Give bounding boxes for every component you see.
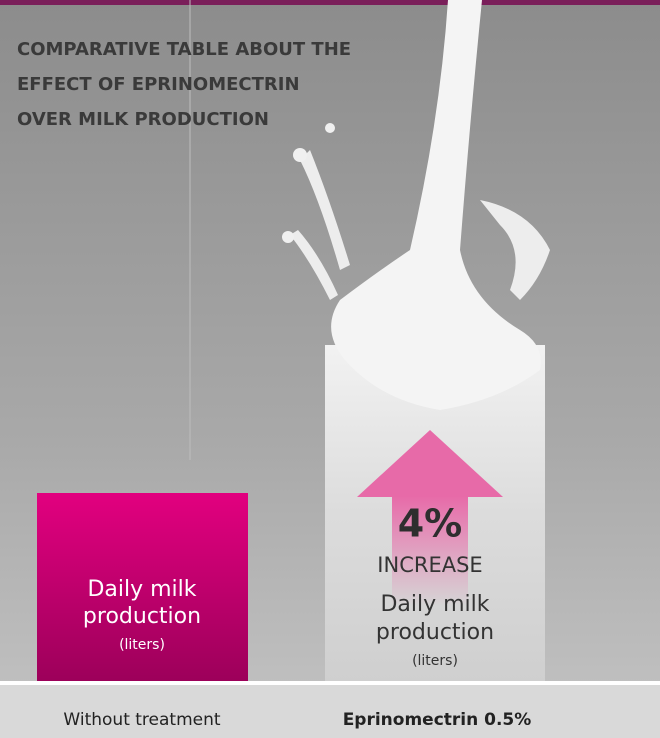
increase-label: INCREASE — [377, 553, 482, 577]
bar-unit: (liters) — [119, 637, 165, 653]
arrow-shaft — [392, 496, 468, 606]
milk-drop — [325, 123, 335, 133]
milk-droplets — [290, 150, 550, 300]
title-line: EFFECT OF EPRINOMECTRIN — [17, 74, 300, 95]
bar-label: production — [376, 620, 494, 645]
footer-band — [0, 685, 660, 738]
category-label: Eprinomectrin 0.5% — [343, 710, 532, 730]
bar-label: Daily milk — [380, 592, 489, 617]
bar-without-treatment — [37, 493, 248, 682]
milk-splash — [331, 0, 541, 410]
title-line: OVER MILK PRODUCTION — [17, 109, 269, 130]
bar-unit: (liters) — [412, 653, 458, 669]
bar-label: Daily milk — [87, 577, 196, 602]
bar-label: production — [83, 604, 201, 629]
milk-drop — [282, 231, 294, 243]
top-stripe — [0, 0, 660, 5]
milk-drop — [293, 148, 307, 162]
arrow-head — [357, 430, 503, 497]
title-line: COMPARATIVE TABLE ABOUT THE — [17, 39, 351, 60]
increase-value: 4% — [398, 502, 463, 546]
baseline — [0, 681, 660, 685]
category-label: Without treatment — [63, 710, 220, 730]
